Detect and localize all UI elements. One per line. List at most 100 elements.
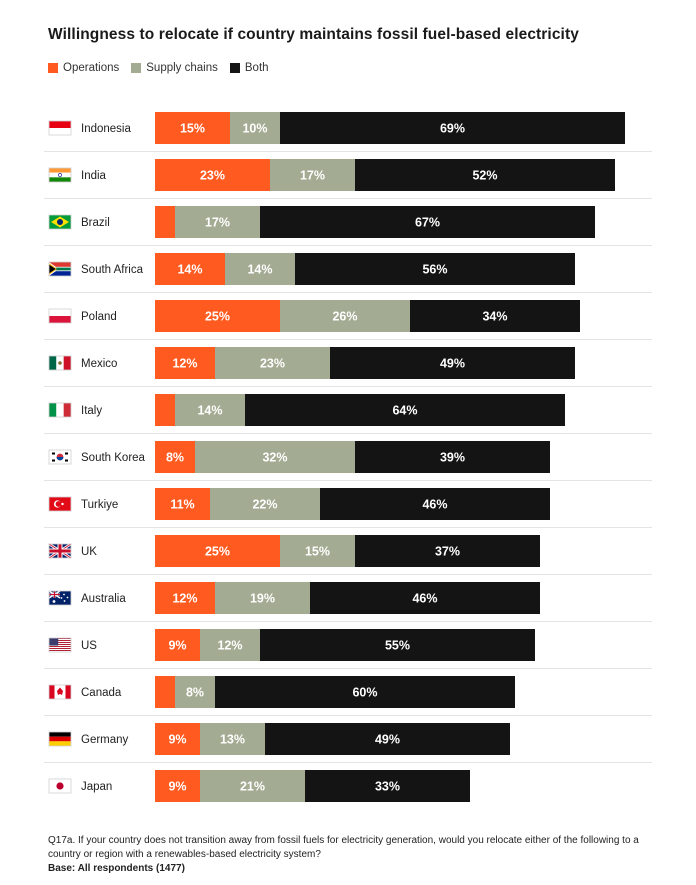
data-label-both-japan: 33%: [375, 780, 400, 794]
chart-title: Willingness to relocate if country maint…: [48, 26, 579, 43]
bar-operations-italy: [155, 394, 175, 426]
data-label-operations-poland: 25%: [205, 310, 230, 324]
bar-operations-canada: [155, 676, 175, 708]
chart-row-japan: Japan 9% 21% 33%: [48, 770, 470, 802]
bar-operations-india: [155, 159, 270, 191]
data-label-supply-chains-brazil: 17%: [205, 216, 230, 230]
data-label-supply-chains-australia: 19%: [250, 592, 275, 606]
chart-row-canada: Canada 8% 60%: [44, 676, 652, 716]
legend-label-operations: Operations: [63, 62, 120, 74]
bar-supply-chains-turkiye: [210, 488, 320, 520]
data-label-operations-japan: 9%: [168, 780, 186, 794]
data-label-operations-uk: 25%: [205, 545, 230, 559]
bar-operations-germany: [155, 723, 200, 755]
bar-both-brazil: [260, 206, 595, 238]
flag-uk-icon: [48, 542, 72, 560]
bar-supply-chains-australia: [215, 582, 310, 614]
data-label-both-indonesia: 69%: [440, 122, 465, 136]
bar-supply-chains-indonesia: [230, 112, 280, 144]
data-label-supply-chains-japan: 21%: [240, 780, 265, 794]
data-label-operations-south-africa: 14%: [177, 263, 202, 277]
bar-both-italy: [245, 394, 565, 426]
chart-row-brazil: Brazil 17% 67%: [44, 206, 652, 246]
category-label-us: US: [81, 640, 97, 652]
chart-row-australia: Australia 12% 19% 46%: [44, 582, 652, 622]
category-label-italy: Italy: [81, 405, 102, 417]
chart-row-italy: Italy 14% 64%: [44, 394, 652, 434]
flag-canada-icon: [48, 684, 72, 700]
flag-indonesia-icon: [48, 120, 72, 136]
chart-row-us: US 9% 12% 55%: [44, 629, 652, 669]
bar-supply-chains-india: [270, 159, 355, 191]
data-label-operations-germany: 9%: [168, 733, 186, 747]
bar-supply-chains-south-korea: [195, 441, 355, 473]
category-label-india: India: [81, 170, 107, 182]
bar-both-germany: [265, 723, 510, 755]
data-label-both-mexico: 49%: [440, 357, 465, 371]
data-label-supply-chains-uk: 15%: [305, 545, 330, 559]
chart-row-south-africa: South Africa 14% 14% 56%: [44, 253, 652, 293]
data-label-supply-chains-south-korea: 32%: [262, 451, 287, 465]
data-label-both-us: 55%: [385, 639, 410, 653]
bar-supply-chains-mexico: [215, 347, 330, 379]
category-label-brazil: Brazil: [81, 217, 110, 229]
flag-south-africa-icon: [48, 261, 72, 277]
category-label-mexico: Mexico: [81, 358, 117, 370]
bar-supply-chains-canada: [175, 676, 215, 708]
chart-row-south-korea: South Korea 8% 32% 39%: [44, 441, 652, 481]
bar-supply-chains-uk: [280, 535, 355, 567]
category-label-germany: Germany: [81, 734, 129, 746]
data-label-both-turkiye: 46%: [422, 498, 447, 512]
data-label-both-canada: 60%: [352, 686, 377, 700]
data-label-supply-chains-poland: 26%: [332, 310, 357, 324]
flag-australia-icon: [48, 590, 72, 606]
data-label-both-australia: 46%: [412, 592, 437, 606]
data-label-operations-india: 23%: [200, 169, 225, 183]
bar-both-turkiye: [320, 488, 550, 520]
data-label-both-germany: 49%: [375, 733, 400, 747]
bar-both-us: [260, 629, 535, 661]
data-label-operations-us: 9%: [168, 639, 186, 653]
bar-both-indonesia: [280, 112, 625, 144]
data-label-both-uk: 37%: [435, 545, 460, 559]
category-label-uk: UK: [81, 546, 97, 558]
bar-supply-chains-germany: [200, 723, 265, 755]
flag-italy-icon: [48, 402, 72, 418]
data-label-supply-chains-germany: 13%: [220, 733, 245, 747]
chart-row-mexico: Mexico 12% 23% 49%: [44, 347, 652, 387]
bar-supply-chains-poland: [280, 300, 410, 332]
flag-us-icon: [48, 637, 72, 653]
flag-india-icon: [48, 167, 72, 183]
bar-both-south-korea: [355, 441, 550, 473]
legend-item-operations: Operations: [48, 62, 119, 74]
bar-both-uk: [355, 535, 540, 567]
bar-operations-japan: [155, 770, 200, 802]
data-label-both-brazil: 67%: [415, 216, 440, 230]
bar-both-canada: [215, 676, 515, 708]
bar-operations-mexico: [155, 347, 215, 379]
data-label-operations-australia: 12%: [172, 592, 197, 606]
flag-south-korea-icon: [48, 449, 72, 465]
bar-supply-chains-brazil: [175, 206, 260, 238]
bar-operations-australia: [155, 582, 215, 614]
data-label-both-italy: 64%: [392, 404, 417, 418]
bar-supply-chains-south-africa: [225, 253, 295, 285]
bar-both-south-africa: [295, 253, 575, 285]
data-label-supply-chains-canada: 8%: [186, 686, 204, 700]
chart-row-turkiye: Turkiye 11% 22% 46%: [44, 488, 652, 528]
legend-swatch-supply-chains: [131, 63, 142, 73]
legend-swatch-both: [229, 63, 240, 73]
category-label-indonesia: Indonesia: [81, 123, 131, 135]
bar-operations-south-africa: [155, 253, 225, 285]
legend: Operations Supply chains Both: [48, 61, 281, 75]
bar-operations-south-korea: [155, 441, 195, 473]
data-label-both-poland: 34%: [482, 310, 507, 324]
category-label-poland: Poland: [81, 311, 117, 323]
footnote-question: Q17a. If your country does not transitio…: [48, 835, 639, 860]
flag-poland-icon: [48, 308, 72, 324]
category-label-canada: Canada: [81, 687, 122, 699]
data-label-supply-chains-turkiye: 22%: [252, 498, 277, 512]
bar-both-poland: [410, 300, 580, 332]
data-label-supply-chains-us: 12%: [217, 639, 242, 653]
chart-row-germany: Germany 9% 13% 49%: [44, 723, 652, 763]
